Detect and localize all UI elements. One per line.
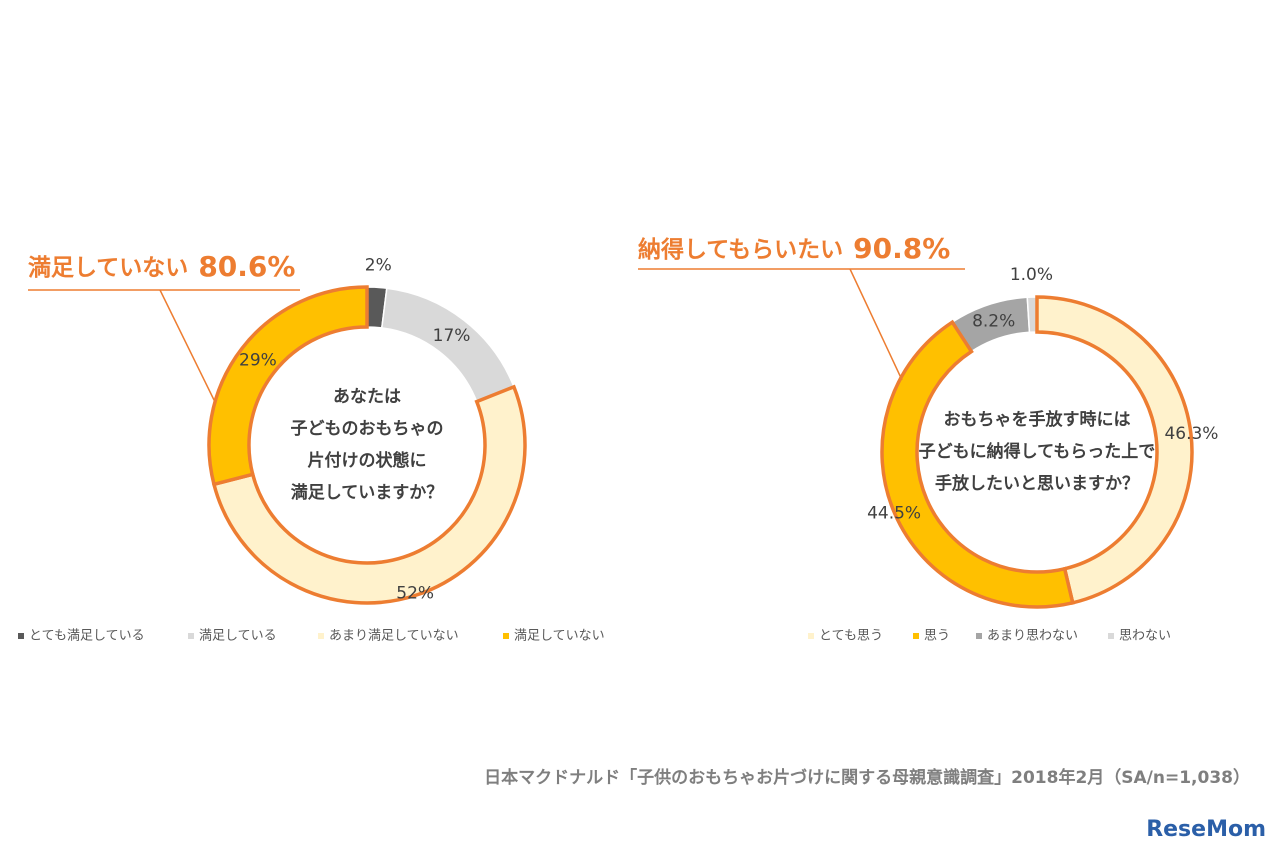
center-text: 子どもに納得してもらった上で <box>919 441 1156 462</box>
legend-swatch <box>808 633 814 639</box>
callout: 満足していない 80.6% <box>28 250 295 283</box>
legend-label: とても満足している <box>29 629 145 644</box>
callout-label: 納得してもらいたい <box>638 236 843 263</box>
data-label: 44.5% <box>867 503 921 523</box>
legend-swatch <box>976 633 982 639</box>
legend-swatch <box>503 633 509 639</box>
center-text: あなたは <box>333 387 401 407</box>
donut-segment <box>207 285 369 487</box>
source: 日本マクドナルド「子供のおもちゃお片づけに関する母親意識調査」2018年2月（S… <box>484 767 1250 788</box>
legend-label: あまり満足していない <box>329 629 459 644</box>
legend-swatch <box>913 633 919 639</box>
callout: 納得してもらいたい 90.8% <box>638 232 950 265</box>
data-label: 17% <box>433 326 471 346</box>
legend-label: 思わない <box>1119 629 1171 644</box>
legend-swatch <box>318 633 324 639</box>
center-text: 手放したいと思いますか？ <box>935 473 1139 494</box>
callout-pointer <box>159 289 216 403</box>
legend-swatch <box>188 633 194 639</box>
data-label: 2% <box>365 255 392 275</box>
callout-value: 80.6% <box>198 250 295 283</box>
donut-segment <box>211 384 527 605</box>
legend-label: 満足している <box>199 629 277 644</box>
donut-segment <box>1035 295 1194 605</box>
callout-pointer <box>849 268 903 381</box>
data-label: 8.2% <box>972 311 1015 331</box>
legend-label: とても思う <box>819 629 883 644</box>
center-text: 片付けの状態に <box>308 450 427 471</box>
center-text: 満足していますか？ <box>291 482 444 503</box>
legend-swatch <box>18 633 24 639</box>
legend-swatch <box>1108 633 1114 639</box>
legend-label: 満足していない <box>514 629 605 644</box>
legend-label: あまり思わない <box>987 629 1078 644</box>
logo: ReseMom <box>1146 817 1266 842</box>
data-label: 46.3% <box>1164 424 1218 444</box>
center-text: おもちゃを手放す時には <box>944 409 1131 430</box>
callout-value: 90.8% <box>853 232 950 265</box>
legend-label: 思う <box>924 629 950 644</box>
callout-label: 満足していない <box>28 255 188 281</box>
data-label: 1.0% <box>1010 265 1053 285</box>
data-label: 52% <box>396 583 434 603</box>
data-label: 29% <box>239 350 277 370</box>
center-text: 子どものおもちゃの <box>291 419 444 439</box>
donut-segment <box>880 319 1075 609</box>
